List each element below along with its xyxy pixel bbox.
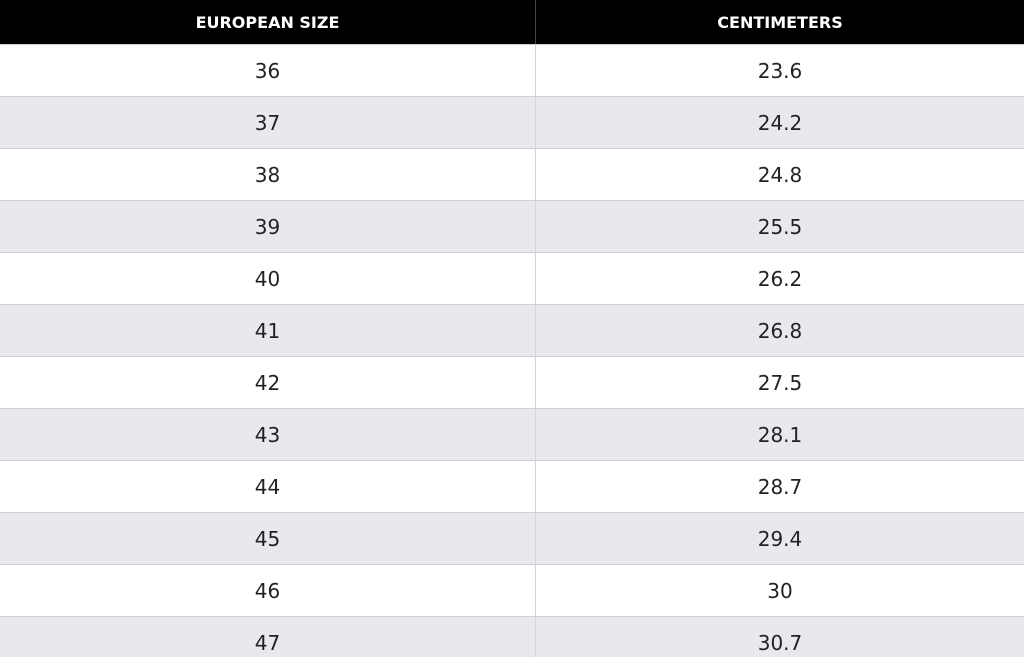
table-row: 45 29.4	[0, 512, 1024, 564]
table-cell: 23.6	[757, 58, 803, 83]
table-cell: 39	[0, 201, 536, 252]
table-cell: 24.8	[757, 162, 803, 187]
table-row: 47 30.7	[0, 616, 1024, 657]
table-cell: 46	[0, 565, 536, 616]
table-row: 41 26.8	[0, 304, 1024, 356]
table-cell: 45	[0, 513, 536, 564]
table-row: 46 30	[0, 564, 1024, 616]
table-cell: 43	[0, 409, 536, 460]
table-cell: 40	[0, 253, 536, 304]
table-cell: 30	[767, 578, 793, 603]
header-cell: EUROPEAN SIZE	[0, 0, 536, 44]
header-cell: CENTIMETERS	[717, 12, 843, 32]
header-row: EUROPEAN SIZE CENTIMETERS	[0, 0, 1024, 44]
table-row: 40 26.2	[0, 252, 1024, 304]
table-cell: 28.7	[757, 474, 803, 499]
table-cell: 38	[0, 149, 536, 200]
table-cell: 44	[0, 461, 536, 512]
table-cell: 47	[0, 617, 536, 657]
table-row: 36 23.6	[0, 44, 1024, 96]
table-row: 43 28.1	[0, 408, 1024, 460]
table-row: 38 24.8	[0, 148, 1024, 200]
table-cell: 25.5	[757, 214, 803, 239]
table-row: 44 28.7	[0, 460, 1024, 512]
table-cell: 24.2	[757, 110, 803, 135]
table-cell: 28.1	[757, 422, 803, 447]
table-row: 42 27.5	[0, 356, 1024, 408]
table-cell: 27.5	[757, 370, 803, 395]
table-cell: 30.7	[757, 630, 803, 655]
table-row: 37 24.2	[0, 96, 1024, 148]
table-cell: 29.4	[757, 526, 803, 551]
table-row: 39 25.5	[0, 200, 1024, 252]
table-cell: 36	[0, 45, 536, 96]
table-cell: 37	[0, 97, 536, 148]
table-cell: 26.2	[757, 266, 803, 291]
table-cell: 26.8	[757, 318, 803, 343]
table-cell: 41	[0, 305, 536, 356]
table-cell: 42	[0, 357, 536, 408]
